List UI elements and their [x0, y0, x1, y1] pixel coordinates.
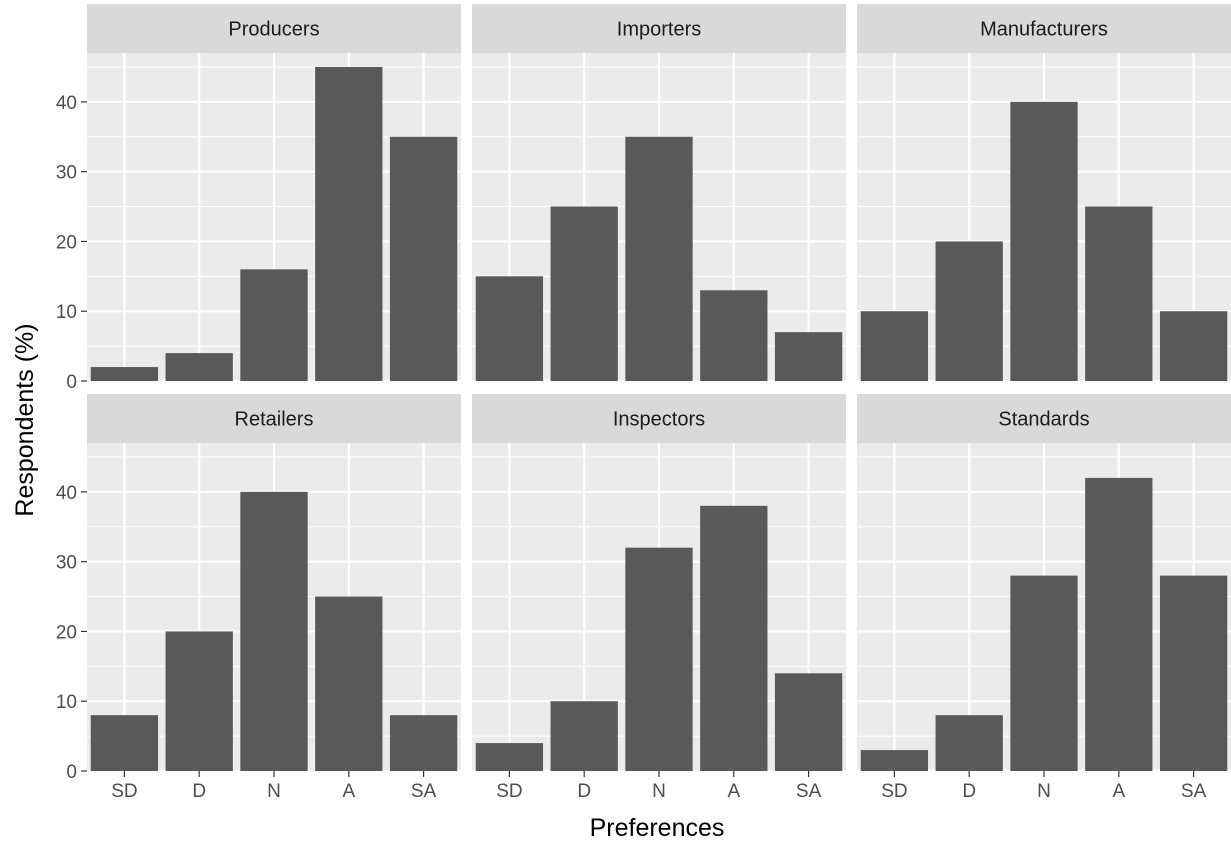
facet-panel-standards: Standards SD D N A SA	[857, 394, 1231, 802]
bar-retailers-a	[315, 596, 383, 771]
x-tick-label: SD	[111, 781, 137, 802]
bar-producers-a	[315, 66, 383, 381]
bar-retailers-sa	[389, 715, 458, 771]
bar-standards-sd	[860, 750, 929, 771]
bar-inspectors-a	[700, 505, 768, 771]
bar-inspectors-d	[550, 701, 618, 771]
x-tick-label: N	[267, 781, 281, 802]
bar-manufacturers-n	[1010, 101, 1078, 381]
facet-panel-manufacturers: Manufacturers	[857, 4, 1231, 383]
x-tick-label: D	[577, 781, 591, 802]
facet-title: Importers	[617, 19, 701, 41]
bar-producers-n	[240, 269, 308, 381]
bar-inspectors-n	[625, 547, 693, 771]
bar-importers-sa	[774, 332, 843, 381]
x-tick-label: N	[1037, 781, 1051, 802]
facet-panel-inspectors: Inspectors SD D N A SA	[472, 394, 846, 802]
x-tick-label: SD	[881, 781, 907, 802]
facet-strip	[472, 4, 846, 53]
facet-panel-importers: Importers	[472, 4, 846, 383]
facet-strip	[857, 4, 1231, 53]
bar-importers-a	[700, 290, 768, 381]
bar-importers-sd	[475, 276, 544, 381]
bar-manufacturers-d	[935, 241, 1003, 381]
bar-standards-sa	[1159, 575, 1228, 771]
bar-retailers-n	[240, 491, 308, 771]
x-tick-label: N	[652, 781, 666, 802]
bar-importers-d	[550, 206, 618, 381]
y-axis-title: Respondents (%)	[11, 323, 39, 516]
bar-standards-n	[1010, 575, 1078, 771]
bar-retailers-d	[165, 631, 233, 771]
bar-producers-sd	[90, 367, 159, 381]
y-tick-label: 0	[66, 762, 77, 783]
x-tick-label: D	[962, 781, 976, 802]
facet-title: Inspectors	[613, 409, 705, 431]
facet-title: Producers	[228, 19, 319, 41]
facet-strip	[472, 394, 846, 443]
facet-strip	[857, 394, 1231, 443]
bar-standards-d	[935, 715, 1003, 771]
y-tick-label: 0	[66, 372, 77, 393]
x-tick-label: A	[727, 781, 740, 802]
bar-inspectors-sd	[475, 743, 544, 771]
bar-retailers-sd	[90, 715, 159, 771]
y-tick-label: 30	[56, 163, 77, 184]
facet-strip	[87, 4, 461, 53]
facet-title: Manufacturers	[980, 19, 1108, 41]
y-tick-label: 10	[56, 302, 77, 323]
facet-panel-producers: Producers 0 10 20 30 40	[56, 4, 461, 393]
bar-producers-sa	[389, 136, 458, 381]
facet-panel-retailers: Retailers 0 10 20 30 40 SD D N A SA	[56, 394, 461, 802]
bar-importers-n	[625, 136, 693, 381]
x-tick-label: D	[192, 781, 206, 802]
x-tick-label: A	[342, 781, 355, 802]
bar-manufacturers-sd	[860, 311, 929, 381]
y-tick-label: 20	[56, 622, 77, 643]
x-tick-label: A	[1112, 781, 1125, 802]
y-tick-label: 20	[56, 232, 77, 253]
y-tick-label: 10	[56, 692, 77, 713]
bar-inspectors-sa	[774, 673, 843, 771]
bar-manufacturers-sa	[1159, 311, 1228, 381]
x-axis-title: Preferences	[590, 814, 725, 842]
y-tick-label: 40	[56, 483, 77, 504]
bar-producers-d	[165, 353, 233, 381]
y-tick-label: 40	[56, 93, 77, 114]
facet-title: Retailers	[235, 409, 314, 431]
facet-strip	[87, 394, 461, 443]
x-tick-label: SA	[796, 781, 822, 802]
x-tick-label: SA	[411, 781, 437, 802]
bar-standards-a	[1085, 477, 1153, 771]
bar-manufacturers-a	[1085, 206, 1153, 381]
x-tick-label: SA	[1181, 781, 1207, 802]
facet-title: Standards	[998, 409, 1089, 431]
facet-panels: Producers 0 10 20 30 40 Importers Manufacturers…	[56, 4, 1231, 802]
x-tick-label: SD	[496, 781, 522, 802]
y-tick-label: 30	[56, 553, 77, 574]
